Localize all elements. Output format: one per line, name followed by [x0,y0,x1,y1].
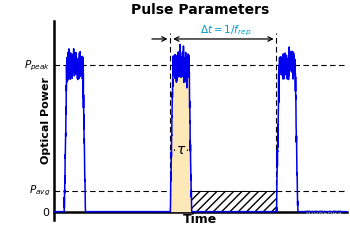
Text: $P_{peak}$: $P_{peak}$ [24,58,50,73]
Bar [170,191,276,212]
Text: $\Delta t = 1/f_{rep}$: $\Delta t = 1/f_{rep}$ [200,23,251,38]
X-axis label: Time: Time [183,213,217,226]
Text: THORLABS: THORLABS [304,211,342,215]
Text: $\tau$: $\tau$ [176,143,186,157]
Y-axis label: Optical Power: Optical Power [41,77,51,164]
Title: Pulse Parameters: Pulse Parameters [131,4,269,17]
Text: $P_{avg}$: $P_{avg}$ [29,184,50,198]
Text: $0$: $0$ [42,206,50,218]
